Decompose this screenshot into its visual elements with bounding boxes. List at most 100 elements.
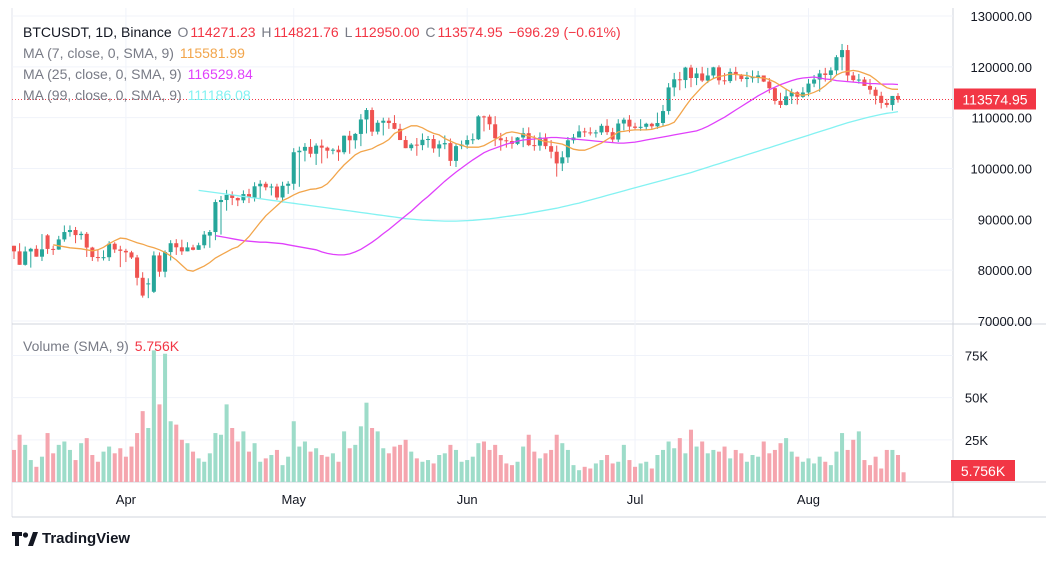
volume-bar xyxy=(784,438,789,482)
volume-bar xyxy=(280,465,285,482)
candle-body xyxy=(694,73,699,79)
candle-body xyxy=(487,116,492,125)
volume-bar xyxy=(129,446,134,482)
candle-body xyxy=(168,243,173,253)
volume-bar xyxy=(437,455,442,482)
candle-body xyxy=(756,75,761,78)
volume-bar xyxy=(767,453,772,482)
candle-body xyxy=(806,83,811,93)
volume-bar xyxy=(733,449,738,482)
candle-body xyxy=(532,145,537,147)
candle-body xyxy=(280,185,285,198)
candle-body xyxy=(107,243,112,258)
candle-body xyxy=(728,71,733,82)
volume-bar xyxy=(414,458,419,482)
candle-body xyxy=(157,255,162,272)
candle-body xyxy=(241,194,246,201)
ma7-value: 115581.99 xyxy=(179,45,245,61)
candle-body xyxy=(437,144,442,149)
candle-body xyxy=(342,135,347,153)
volume-bar xyxy=(308,451,313,482)
price-tick-label: 100000.00 xyxy=(971,162,1032,177)
volume-bar xyxy=(218,434,224,482)
volume-bar xyxy=(543,453,548,482)
candle-body xyxy=(274,186,279,198)
volume-bar xyxy=(286,456,291,482)
volume-bar xyxy=(101,451,106,482)
tradingview-logo[interactable]: TradingView xyxy=(12,530,130,547)
symbol-title: BTCUSDT, 1D, Binance xyxy=(23,24,172,40)
candle-body xyxy=(381,120,386,123)
candle-body xyxy=(135,257,140,278)
candle-body xyxy=(733,71,738,75)
candle-body xyxy=(476,116,481,140)
volume-bar xyxy=(185,443,190,482)
candle-body xyxy=(420,139,425,146)
volume-bar xyxy=(79,443,84,482)
volume-bar xyxy=(269,455,274,482)
candle-body xyxy=(739,74,744,80)
candle-body xyxy=(823,73,828,75)
candle-body xyxy=(621,119,626,124)
candle-body xyxy=(431,139,436,149)
volume-bar xyxy=(593,463,598,482)
volume-bar xyxy=(828,465,833,482)
volume-bar xyxy=(207,453,212,482)
candle-body xyxy=(23,251,28,265)
ma99-legend[interactable]: MA (99, close, 0, SMA, 9) 111186.08 xyxy=(23,87,253,104)
volume-bar xyxy=(140,411,145,482)
volume-bar xyxy=(34,466,39,482)
volume-bar xyxy=(537,458,542,482)
candle-body xyxy=(481,116,486,118)
candle-body xyxy=(207,232,212,236)
volume-bar xyxy=(358,426,363,482)
candle-body xyxy=(627,119,632,127)
volume-bar xyxy=(62,441,67,482)
ma25-legend[interactable]: MA (25, close, 0, SMA, 9) 116529.84 xyxy=(23,66,255,83)
volume-bar xyxy=(605,455,610,482)
candle-body xyxy=(269,186,274,188)
volume-bar xyxy=(235,441,240,482)
candle-body xyxy=(638,126,643,128)
candle-body xyxy=(235,197,240,201)
volume-bar xyxy=(879,468,884,482)
candle-body xyxy=(784,96,789,105)
time-tick-label: Jul xyxy=(627,492,644,507)
volume-bar xyxy=(599,460,604,482)
volume-bar xyxy=(901,472,906,482)
candle-body xyxy=(11,245,17,252)
candle-body xyxy=(258,183,263,187)
candle-body xyxy=(672,79,677,88)
volume-bar xyxy=(756,456,761,482)
grid-layer xyxy=(11,8,1046,518)
candle-body xyxy=(56,239,61,250)
volume-tick-label: 75K xyxy=(965,348,988,363)
candle-body xyxy=(185,247,190,252)
volume-bar xyxy=(655,455,660,482)
candle-body xyxy=(224,194,229,201)
volume-legend[interactable]: Volume (SMA, 9) 5.756K xyxy=(23,338,181,355)
ma7-legend[interactable]: MA (7, close, 0, SMA, 9) 115581.99 xyxy=(23,45,247,62)
time-tick-label: Jun xyxy=(457,492,478,507)
volume-bar xyxy=(314,448,319,482)
candle-body xyxy=(370,110,375,132)
candle-body xyxy=(884,102,889,105)
candle-body xyxy=(828,70,833,75)
last-volume-badge xyxy=(951,460,1015,481)
volume-bar xyxy=(739,453,744,482)
ma99-value: 111186.08 xyxy=(187,87,251,103)
candle-body xyxy=(498,138,503,141)
candle-body xyxy=(465,140,470,145)
volume-bar xyxy=(168,421,173,482)
symbol-legend: BTCUSDT, 1D, Binance O 114271.23 H 114821.… xyxy=(23,24,623,41)
candle-body xyxy=(213,202,218,233)
candle-body xyxy=(521,133,526,138)
volume-bar xyxy=(683,453,688,482)
volume-bar xyxy=(151,350,156,482)
volume-bar xyxy=(381,448,386,482)
volume-bar xyxy=(806,458,811,482)
candle-body xyxy=(51,248,56,250)
high-value: 114821.76 xyxy=(273,24,339,40)
